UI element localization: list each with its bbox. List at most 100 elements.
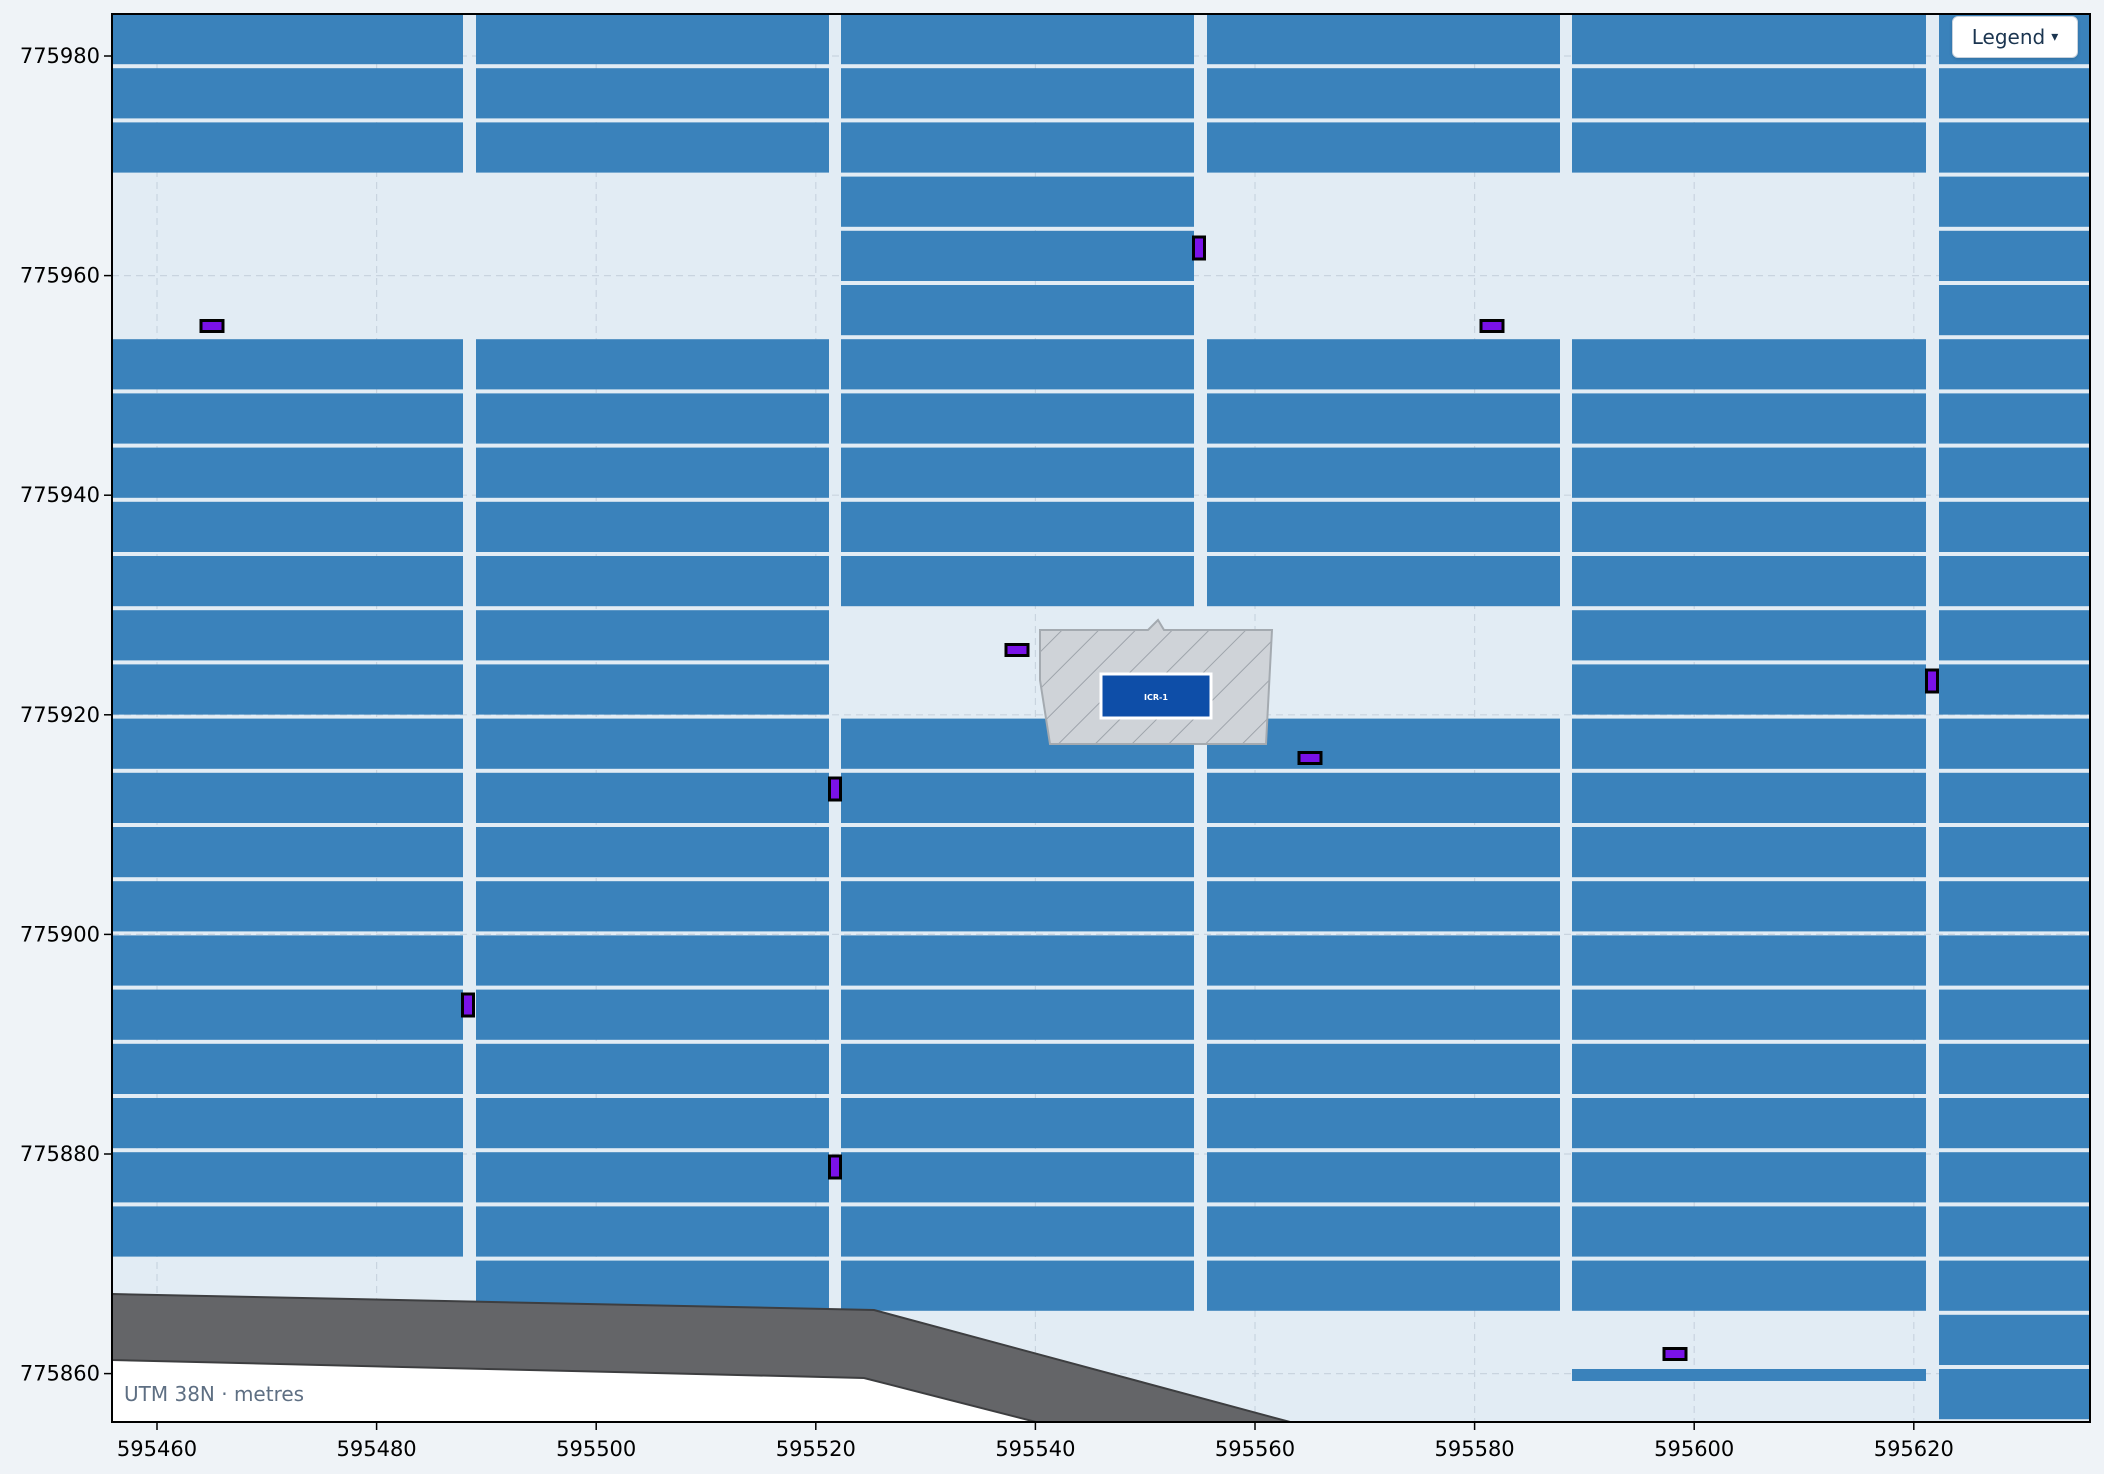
pv-panel-row: [841, 68, 1194, 119]
chevron-down-icon: ▾: [2051, 29, 2059, 45]
pv-panel-row: [1207, 1152, 1560, 1203]
x-tick-label: 595560: [1215, 1437, 1295, 1461]
pv-panel-row: [1207, 772, 1560, 823]
pv-panel-row: [841, 1206, 1194, 1257]
pv-panel-row: [1572, 664, 1926, 715]
pv-panel-row: [1939, 176, 2090, 227]
pv-panel-row: [841, 285, 1194, 336]
pv-panel-row: [1207, 393, 1560, 444]
pv-panel-row: [1572, 68, 1926, 119]
pv-panel-row: [112, 610, 463, 661]
pv-panel-row: [112, 935, 463, 986]
x-tick-label: 595540: [995, 1437, 1075, 1461]
pv-panel-row: [1572, 718, 1926, 769]
pv-panel-row: [1572, 989, 1926, 1040]
pv-panel-row: [841, 14, 1194, 65]
pv-panel-row: [112, 393, 463, 444]
pv-panel-row: [1939, 285, 2090, 336]
pv-panel-row: [112, 556, 463, 607]
pv-panel-row: [1572, 1206, 1926, 1257]
pv-panel-row: [1939, 1369, 2090, 1420]
combiner-boxes: [199, 235, 1939, 1361]
pv-panel-row: [1207, 339, 1560, 390]
pv-panel-row: [1939, 501, 2090, 552]
x-tick-label: 595520: [776, 1437, 856, 1461]
pv-panel-row: [1207, 122, 1560, 173]
pv-panel-row: [1939, 1260, 2090, 1311]
pv-array-blocks: [112, 14, 2090, 1420]
pv-panel-row: [1207, 989, 1560, 1040]
pv-panel-row: [476, 1043, 829, 1094]
pv-panel-row: [112, 447, 463, 498]
pv-panel-row: [1572, 556, 1926, 607]
pv-panel-row: [1572, 339, 1926, 390]
pv-panel-row: [112, 501, 463, 552]
pv-panel-row: [476, 14, 829, 65]
combiner-box[interactable]: [828, 1154, 842, 1180]
pv-panel-row: [112, 1206, 463, 1257]
combiner-box[interactable]: [1662, 1347, 1688, 1361]
pv-panel-row: [476, 1152, 829, 1203]
pv-panel-row: [841, 1098, 1194, 1149]
pv-panel-row: [1939, 339, 2090, 390]
pv-panel-row: [1939, 989, 2090, 1040]
pv-panel-row: [476, 935, 829, 986]
pv-panel-row: [112, 664, 463, 715]
pv-panel-row: [112, 827, 463, 878]
pv-panel-row: [112, 989, 463, 1040]
pv-panel-row: [841, 1152, 1194, 1203]
pv-panel-row: [1939, 393, 2090, 444]
y-tick-label: 775900: [20, 922, 100, 946]
pv-panel-row: [1572, 1098, 1926, 1149]
pv-panel-row: [476, 122, 829, 173]
pv-panel-row: [1939, 68, 2090, 119]
pv-panel-row: [841, 122, 1194, 173]
legend-button[interactable]: Legend ▾: [1952, 16, 2078, 58]
pv-panel-row: [1207, 501, 1560, 552]
pv-panel-row: [1572, 772, 1926, 823]
pv-panel-row: [476, 339, 829, 390]
y-tick-label: 775920: [20, 703, 100, 727]
inverter-station[interactable]: ICR-1: [1039, 618, 1274, 745]
y-tick-label: 775960: [20, 264, 100, 288]
combiner-box[interactable]: [1192, 235, 1206, 261]
pv-panel-row: [1939, 827, 2090, 878]
legend-button-label: Legend: [1971, 25, 2046, 49]
combiner-box[interactable]: [828, 776, 842, 802]
combiner-box[interactable]: [199, 319, 225, 333]
pv-panel-row: [1572, 1369, 1926, 1381]
combiner-box[interactable]: [1925, 668, 1939, 694]
combiner-box[interactable]: [461, 992, 475, 1018]
crs-label: UTM 38N · metres: [124, 1382, 304, 1406]
pv-panel-row: [476, 393, 829, 444]
pv-panel-row: [1939, 447, 2090, 498]
combiner-box[interactable]: [1004, 643, 1030, 657]
pv-panel-row: [841, 230, 1194, 281]
x-tick-label: 595580: [1435, 1437, 1515, 1461]
pv-panel-row: [1939, 122, 2090, 173]
pv-panel-row: [1939, 556, 2090, 607]
pv-panel-row: [841, 827, 1194, 878]
pv-panel-row: [841, 1260, 1194, 1311]
pv-panel-row: [1572, 1043, 1926, 1094]
pv-panel-row: [1939, 718, 2090, 769]
pv-panel-row: [112, 881, 463, 932]
pv-panel-row: [1207, 827, 1560, 878]
pv-panel-row: [1572, 14, 1926, 65]
pv-panel-row: [112, 14, 463, 65]
pv-panel-row: [1207, 1206, 1560, 1257]
pv-panel-row: [1939, 772, 2090, 823]
pv-panel-row: [112, 68, 463, 119]
inverter-box[interactable]: [1099, 672, 1213, 720]
pv-panel-row: [112, 772, 463, 823]
pv-panel-row: [1939, 1314, 2090, 1365]
pv-panel-row: [1207, 935, 1560, 986]
combiner-box[interactable]: [1479, 319, 1505, 333]
combiner-box[interactable]: [1297, 751, 1323, 765]
pv-panel-row: [476, 772, 829, 823]
pv-panel-row: [1572, 1260, 1926, 1311]
pv-panel-row: [112, 1043, 463, 1094]
pv-panel-row: [1207, 68, 1560, 119]
pv-panel-row: [1207, 881, 1560, 932]
